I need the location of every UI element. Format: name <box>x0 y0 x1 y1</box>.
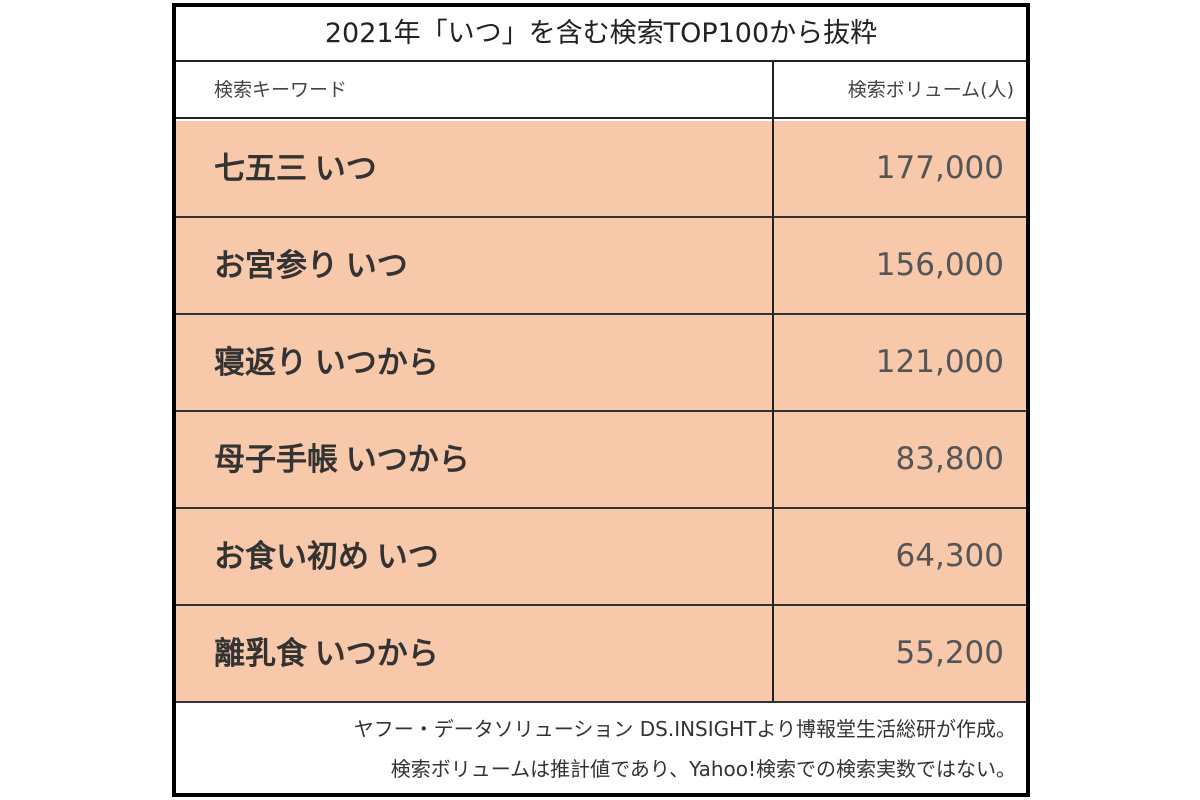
table-row: 母子手帳 いつから 83,800 <box>176 412 1026 509</box>
note: 検索ボリュームは推計値であり、Yahoo!検索での検索実数ではない。 <box>390 757 1016 781</box>
keyword-cell: お食い初め いつ <box>214 539 439 574</box>
keyword-cell: お宮参り いつ <box>214 248 408 283</box>
table-row: 七五三 いつ 177,000 <box>176 121 1026 218</box>
volume-cell: 83,800 <box>895 441 1004 477</box>
volume-cell: 64,300 <box>895 538 1004 574</box>
keyword-cell: 寝返り いつから <box>214 345 439 380</box>
header-cell: 検索キーワード <box>176 62 772 119</box>
header-cell: 検索ボリューム(人) <box>774 62 1026 119</box>
keyword-cell: 離乳食 いつから <box>214 636 439 671</box>
column-divider <box>772 62 774 701</box>
table-frame: 2021年「いつ」を含む検索TOP100から抜粋 検索キーワード 検索ボリューム… <box>172 3 1030 797</box>
volume-cell: 156,000 <box>875 247 1004 283</box>
keyword-cell: 七五三 いつ <box>214 151 377 186</box>
volume-cell: 121,000 <box>875 344 1004 380</box>
volume-cell: 55,200 <box>895 635 1004 671</box>
table-row: 離乳食 いつから 55,200 <box>176 606 1026 703</box>
table-row: お宮参り いつ 156,000 <box>176 218 1026 315</box>
volume-cell: 177,000 <box>875 150 1004 186</box>
table-row: お食い初め いつ 64,300 <box>176 509 1026 606</box>
note: ヤフー・データソリューション DS.INSIGHTより博報堂生活総研が作成。 <box>353 717 1016 741</box>
table-row: 寝返り いつから 121,000 <box>176 315 1026 412</box>
keyword-cell: 母子手帳 いつから <box>214 442 470 477</box>
table-title: 2021年「いつ」を含む検索TOP100から抜粋 <box>176 7 1026 62</box>
